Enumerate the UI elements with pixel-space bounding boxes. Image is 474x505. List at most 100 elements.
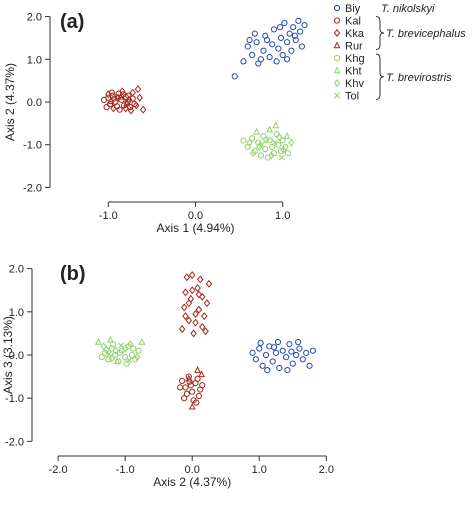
- data-point: [244, 43, 251, 50]
- data-point: [303, 349, 310, 356]
- data-point: [262, 351, 270, 359]
- series-kht: [253, 121, 291, 139]
- series-khv: [100, 340, 141, 363]
- data-point: [182, 288, 189, 297]
- data-point: [272, 349, 280, 356]
- data-point: [117, 92, 124, 100]
- data-point: [123, 360, 130, 367]
- data-point: [231, 73, 238, 80]
- legend-label-biy: Biy: [345, 3, 361, 15]
- data-point: [127, 106, 135, 115]
- y-tick-label: 2.0: [9, 264, 24, 276]
- data-point: [126, 357, 133, 364]
- data-point: [286, 341, 293, 348]
- data-point: [257, 56, 264, 63]
- legend-marker-biy: [333, 4, 341, 12]
- data-point: [262, 135, 270, 144]
- legend-label-khv: Khv: [345, 78, 364, 90]
- panel-label: (a): [60, 11, 84, 33]
- y-tick-label: 0.0: [9, 350, 24, 362]
- data-point: [129, 88, 136, 97]
- data-point: [122, 104, 129, 113]
- data-point: [278, 154, 285, 161]
- data-point: [272, 121, 280, 129]
- data-point: [122, 354, 129, 361]
- series-kka: [105, 85, 147, 115]
- data-point: [286, 30, 293, 37]
- data-point: [284, 150, 292, 157]
- data-point: [187, 382, 194, 389]
- data-point: [246, 138, 253, 147]
- data-point: [132, 101, 140, 110]
- data-point: [192, 309, 199, 318]
- y-axis-title: Axis 2 (4.37%): [3, 63, 17, 141]
- data-point: [293, 351, 300, 359]
- data-point: [283, 39, 291, 46]
- data-point: [133, 353, 141, 362]
- data-point: [195, 290, 203, 299]
- legend-label-kht: Kht: [345, 66, 362, 78]
- group-label: T. brevicephalus: [386, 28, 466, 40]
- data-point: [264, 154, 271, 161]
- data-point: [306, 362, 313, 369]
- data-point: [106, 101, 114, 108]
- series-rur: [107, 92, 131, 107]
- x-axis-title: Axis 1 (4.94%): [156, 221, 234, 235]
- y-tick-label: -2.0: [5, 436, 24, 448]
- data-point: [194, 284, 201, 293]
- legend-label-khg: Khg: [345, 53, 365, 65]
- data-point: [188, 286, 196, 295]
- data-point: [201, 312, 208, 321]
- y-tick-label: 1.0: [9, 307, 24, 319]
- data-point: [299, 356, 306, 363]
- data-point: [249, 51, 256, 59]
- data-point: [125, 95, 133, 104]
- data-point: [282, 354, 290, 361]
- data-point: [295, 338, 302, 346]
- legend-marker-rur: [333, 41, 341, 49]
- legend-marker-khv: [333, 79, 341, 87]
- legend-label-tol: Tol: [345, 91, 359, 103]
- series-kht: [94, 335, 146, 365]
- data-point: [246, 36, 253, 44]
- data-point: [199, 382, 206, 389]
- data-point: [202, 327, 209, 336]
- data-point: [289, 360, 296, 367]
- data-point: [98, 354, 105, 361]
- y-tick-label: -2.0: [23, 182, 42, 194]
- data-point: [182, 312, 189, 321]
- data-point: [277, 148, 285, 155]
- panel-label: (b): [60, 263, 86, 285]
- data-point: [240, 137, 247, 144]
- data-point: [291, 32, 298, 39]
- data-point: [258, 141, 265, 148]
- data-point: [118, 342, 125, 349]
- data-point: [197, 275, 204, 284]
- data-point: [249, 135, 256, 142]
- chart-panel-a: -1.0 0.0 1.0 -2.0 -1.0 0.0 1.0 2.0 Axis 1 (4.94%…: [3, 11, 308, 235]
- data-point: [127, 340, 134, 349]
- legend-marker-kal: [333, 17, 341, 24]
- chart-panel-b: -2.0 -1.0 0.0 1.0 2.0 -2.0 -1.0 0.0 1.0 2.0 Axis 2…: [1, 263, 334, 489]
- data-point: [199, 292, 206, 301]
- data-point: [279, 137, 286, 144]
- data-point: [275, 133, 283, 142]
- y-tick-label: 0.0: [27, 97, 42, 109]
- data-point: [309, 347, 316, 354]
- legend-label-rur: Rur: [345, 41, 363, 53]
- data-point: [269, 143, 276, 150]
- data-point: [190, 329, 197, 338]
- data-point: [193, 399, 200, 406]
- data-point: [119, 87, 126, 96]
- data-point: [185, 374, 193, 382]
- data-point: [178, 325, 186, 334]
- data-point: [182, 384, 189, 391]
- data-point: [192, 318, 199, 327]
- data-point: [195, 392, 203, 400]
- data-point: [203, 299, 211, 308]
- data-point: [100, 342, 107, 351]
- data-point: [273, 58, 280, 65]
- data-point: [249, 349, 256, 356]
- series-tol: [106, 342, 133, 364]
- data-point: [177, 384, 184, 391]
